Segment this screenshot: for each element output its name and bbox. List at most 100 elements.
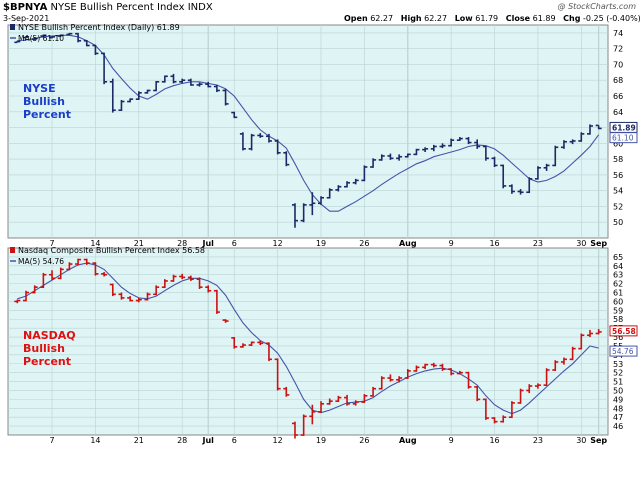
nasdaq-y-tick-label: 49 — [613, 395, 623, 404]
nyse-ohlc-bar — [109, 78, 116, 113]
nyse-ohlc-bar — [283, 151, 290, 167]
nyse-ohlc-bar — [161, 75, 168, 83]
nasdaq-x-tick-label: 28 — [177, 436, 187, 445]
nasdaq-ma-value-label: 54.76 — [612, 347, 634, 356]
nyse-ohlc-bar — [465, 137, 472, 145]
nyse-x-tick-label: 21 — [134, 239, 144, 248]
nasdaq-ohlc-bar — [14, 299, 21, 304]
nasdaq-ohlc-bar — [318, 401, 325, 413]
nasdaq-ohlc-bar — [40, 272, 47, 289]
nyse-ohlc-bar — [118, 99, 125, 111]
nasdaq-annotation-line: Bullish — [23, 342, 65, 355]
nyse-ohlc-bar — [378, 154, 385, 161]
nasdaq-ohlc-bar — [586, 329, 593, 338]
nyse-y-tick-label: 54 — [613, 187, 623, 196]
nyse-ohlc-bar — [586, 124, 593, 135]
nasdaq-x-tick-label: 7 — [49, 436, 54, 445]
nasdaq-ohlc-bar — [534, 383, 541, 389]
nyse-ohlc-bar — [300, 203, 307, 223]
nyse-x-tick-label: 9 — [449, 239, 454, 248]
nasdaq-ohlc-bar — [222, 319, 229, 323]
nasdaq-ohlc-bar — [430, 362, 437, 368]
nyse-ohlc-bar — [569, 139, 576, 145]
nasdaq-legend: Nasdaq Composite Bullish Percent Index 5… — [10, 246, 205, 266]
nasdaq-last-value-label: 56.58 — [612, 327, 636, 336]
nasdaq-last-value-tag: 56.58 — [609, 325, 638, 337]
nasdaq-ohlc-bar — [170, 274, 177, 282]
nyse-ma-value-tag: 61.10 — [609, 132, 638, 144]
nyse-ohlc-bar — [422, 147, 429, 153]
nyse-ohlc-bar — [500, 164, 507, 189]
nasdaq-ohlc-bar — [526, 384, 533, 394]
nyse-x-tick-label: Jul — [202, 239, 215, 248]
nasdaq-ohlc-bar — [144, 292, 151, 301]
nasdaq-y-tick-label: 65 — [613, 253, 623, 262]
nyse-ohlc-bar — [231, 111, 238, 119]
stockcharts-credit: @ StockCharts.com — [557, 2, 636, 11]
nyse-ohlc-bar — [335, 185, 342, 192]
nasdaq-x-tick-label: 19 — [316, 436, 326, 445]
nasdaq-ohlc-bar — [75, 258, 82, 265]
nasdaq-y-tick-label: 52 — [613, 369, 623, 378]
nasdaq-ohlc-bar — [344, 394, 351, 406]
nyse-ohlc-bar — [135, 91, 142, 100]
nyse-ohlc-bar — [430, 144, 437, 152]
nyse-annotation-line: Percent — [23, 108, 71, 121]
nyse-x-tick-label: 7 — [49, 239, 54, 248]
nasdaq-legend-ma: MA(5) 54.76 — [18, 257, 64, 266]
nyse-plot-area — [7, 24, 609, 239]
nasdaq-ohlc-bar — [578, 333, 585, 350]
nyse-ohlc-bar — [40, 34, 47, 37]
nyse-y-tick-label: 68 — [613, 76, 623, 85]
nasdaq-x-tick-label: 12 — [273, 436, 283, 445]
nasdaq-x-tick-label: 14 — [90, 436, 100, 445]
nasdaq-x-tick-label: 23 — [533, 436, 543, 445]
nyse-y-tick-label: 50 — [613, 218, 623, 227]
nasdaq-ohlc-bar — [274, 358, 281, 391]
nyse-legend-swatch — [10, 24, 15, 30]
nyse-ohlc-bar — [370, 158, 377, 168]
nasdaq-ohlc-bar — [31, 285, 38, 294]
nyse-ohlc-bar — [23, 36, 30, 39]
nasdaq-legend-title: Nasdaq Composite Bullish Percent Index 5… — [18, 246, 205, 255]
nyse-ohlc-bar — [179, 78, 186, 84]
nasdaq-ohlc-bar — [92, 262, 99, 276]
nyse-ohlc-bar — [213, 84, 220, 93]
nyse-ohlc-bar — [534, 166, 541, 180]
nyse-ohlc-bar — [153, 81, 160, 92]
nyse-ma-value-label: 61.10 — [612, 134, 634, 143]
nyse-ohlc-bar — [265, 133, 272, 143]
nasdaq-ohlc-bar — [283, 386, 290, 397]
nasdaq-ohlc-bar — [257, 340, 264, 346]
nasdaq-legend-swatch — [10, 247, 15, 253]
nasdaq-ohlc-bar — [213, 289, 220, 314]
nyse-ohlc-bar — [413, 148, 420, 156]
nasdaq-ohlc-bar — [135, 297, 142, 303]
nasdaq-ohlc-bar — [560, 357, 567, 365]
nyse-ohlc-bar — [552, 145, 559, 167]
nyse-ma-line — [17, 34, 600, 212]
nyse-ohlc-bar — [508, 184, 515, 194]
nyse-y-tick-label: 52 — [613, 202, 623, 211]
nyse-ohlc-bar — [83, 39, 90, 47]
nasdaq-ohlc-bar — [413, 365, 420, 372]
nyse-ohlc-bar — [205, 81, 212, 88]
nasdaq-ohlc-bar — [569, 346, 576, 361]
nasdaq-ohlc-bar — [57, 267, 64, 280]
nasdaq-y-tick-label: 61 — [613, 289, 623, 298]
exchange-label: INDX — [187, 2, 213, 13]
nasdaq-ohlc-bar — [370, 386, 377, 397]
nasdaq-y-tick-label: 59 — [613, 306, 623, 315]
nasdaq-ohlc-bar — [439, 363, 446, 371]
nasdaq-ohlc-bar — [543, 368, 550, 387]
nasdaq-ohlc-bar — [291, 421, 298, 439]
nasdaq-x-tick-label: 26 — [359, 436, 369, 445]
index-name: NYSE Bullish Percent Index — [50, 2, 185, 13]
nyse-ohlc-bar — [57, 34, 64, 37]
nasdaq-ohlc-bar — [482, 398, 489, 420]
nasdaq-ohlc-bar — [595, 329, 602, 335]
nyse-ohlc-bar — [344, 181, 351, 188]
nasdaq-ohlc-bar — [361, 394, 368, 403]
nyse-ohlc-bar — [517, 189, 524, 195]
